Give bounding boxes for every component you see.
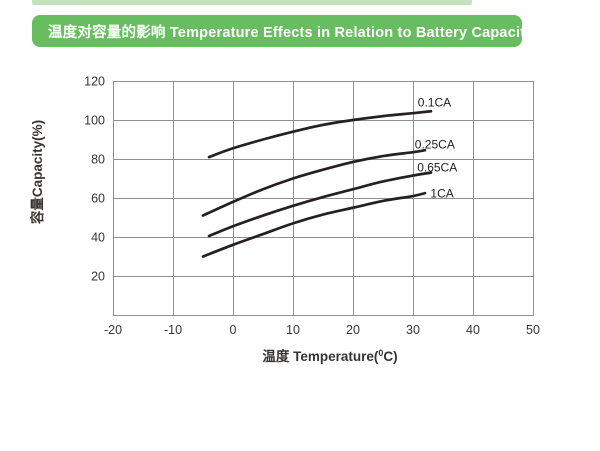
x-axis-title: 温度 Temperature(0C)	[262, 348, 397, 364]
y-tick-label: 80	[91, 153, 105, 167]
x-tick-label: 10	[286, 323, 300, 337]
series-label-0_25CA: 0.25CA	[415, 137, 455, 151]
series-label-0_65CA: 0.65CA	[417, 161, 457, 175]
plot-border	[113, 81, 534, 316]
x-tick-label: 0	[230, 323, 237, 337]
y-tick-label: 120	[84, 75, 105, 89]
series-line-0_1CA	[207, 109, 433, 159]
x-tick-label: -20	[104, 323, 122, 337]
series-label-1CA: 1CA	[430, 186, 453, 200]
series-line-0_65CA	[207, 171, 433, 238]
title-banner: 温度对容量的影响 Temperature Effects in Relation…	[32, 15, 533, 47]
y-axis-title: 容量Capacity(%)	[29, 120, 45, 225]
page-title: 温度对容量的影响 Temperature Effects in Relation…	[48, 24, 534, 41]
x-tick-label: -10	[164, 323, 182, 337]
banner-accent-strip	[32, 0, 472, 5]
y-tick-label: 60	[91, 192, 105, 206]
y-tick-label: 20	[91, 270, 105, 284]
x-tick-label: 30	[406, 323, 420, 337]
y-tick-label: 100	[84, 114, 105, 128]
series-line-0_25CA	[201, 148, 427, 217]
x-tick-label: 20	[346, 323, 360, 337]
y-tick-label: 40	[91, 231, 105, 245]
x-tick-label: 50	[526, 323, 540, 337]
series-label-0_1CA: 0.1CA	[418, 95, 451, 109]
series-line-1CA	[201, 191, 427, 258]
x-tick-label: 40	[466, 323, 480, 337]
